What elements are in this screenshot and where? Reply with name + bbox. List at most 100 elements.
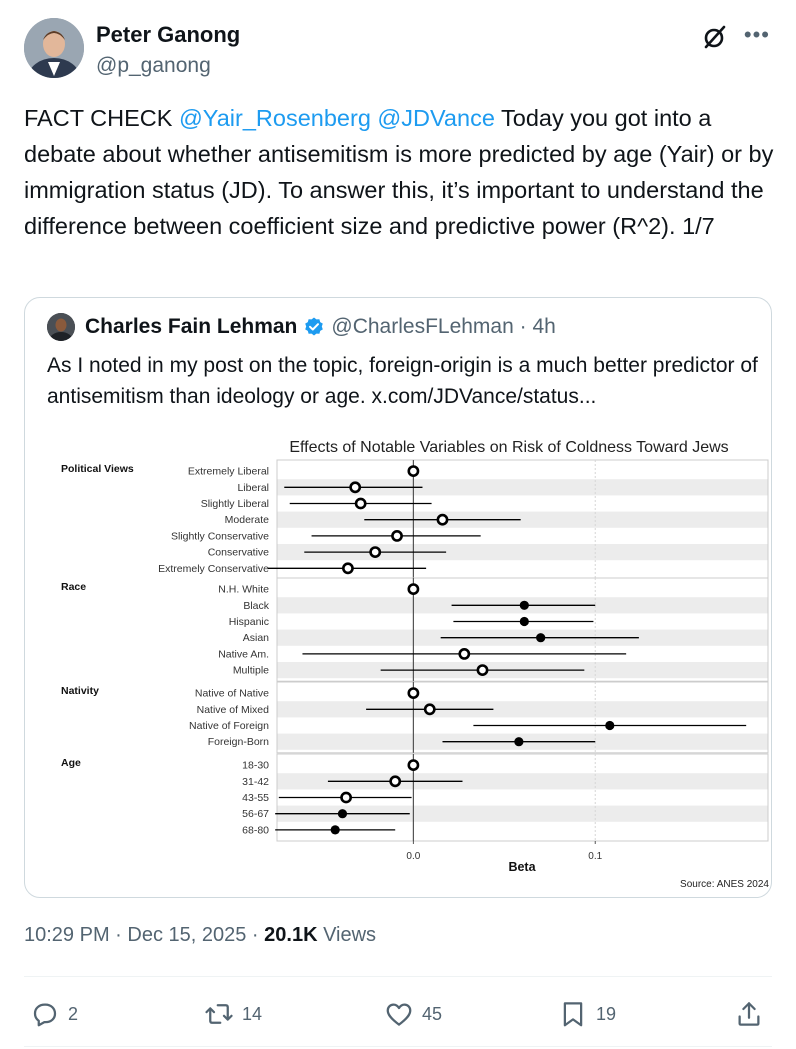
chart-panel-race: Race N.H. White Black Hispanic Asian Native A… [61, 577, 769, 682]
quote-author-handle: @CharlesFLehman · 4h [331, 315, 556, 338]
chart-point-open [407, 759, 420, 771]
heart-icon [386, 1003, 412, 1026]
repost-button[interactable]: 14 [204, 994, 262, 1034]
chart-stripe [277, 511, 768, 528]
chart-point-open [476, 664, 489, 676]
chart-row-label: Moderate [225, 514, 270, 526]
chart-row-label: Slightly Conservative [171, 530, 269, 542]
chart-point-filled [330, 825, 340, 835]
chart-row-label: Slightly Liberal [201, 498, 269, 510]
chart-stripe [277, 805, 768, 822]
share-icon [738, 1002, 760, 1026]
chart-point-filled [337, 809, 348, 819]
chart-point-filled [536, 633, 546, 643]
chart-stripe [277, 701, 768, 718]
chart-x-tick-label: 0.0 [406, 851, 420, 862]
author-avatar[interactable] [24, 18, 84, 78]
chart-point-open [458, 647, 471, 660]
chart-panel-political-views: Political Views Extremely Liberal Liberal S… [61, 459, 769, 580]
author-name[interactable]: Peter Ganong [96, 22, 241, 47]
tweet-meta: 10:29 PM · Dec 15, 2025 · 20.1K Views [24, 924, 376, 947]
coefficient-chart: Effects of Notable Variables on Risk of … [25, 424, 771, 897]
verified-badge-icon [305, 317, 324, 336]
reply-count: 2 [68, 1003, 79, 1024]
chart-row-label: 18-30 [242, 760, 269, 772]
author-handle[interactable]: @p_ganong [96, 54, 211, 77]
chart-panel-age: Age 18-30 31-42 43-55 56-67 68-80 [61, 753, 769, 842]
bookmark-icon [563, 1002, 583, 1027]
chart-row-label: 68-80 [242, 824, 269, 836]
chart-point-open [369, 546, 382, 559]
chart-row-label: Black [243, 600, 269, 612]
mention-jdvance[interactable]: @JDVance [377, 105, 495, 131]
tweet-header: Peter Ganong @p_ganong ••• [24, 16, 774, 80]
quote-header: Charles Fain Lehman @CharlesFLehman · 4h [47, 312, 556, 342]
bookmark-count: 19 [596, 1003, 617, 1024]
chart-x-tick-label: 0.1 [588, 851, 602, 862]
chart-stripe [277, 544, 768, 561]
quoted-tweet-card[interactable]: Charles Fain Lehman @CharlesFLehman · 4h… [24, 297, 772, 898]
chart-row-label: Extremely Liberal [188, 466, 269, 478]
divider-bottom [24, 1046, 772, 1047]
chart-row-label: 43-55 [242, 792, 269, 804]
like-button[interactable]: 45 [384, 994, 442, 1034]
chart-row-label: Native of Mixed [197, 704, 270, 716]
chart-row-label: Native of Native [195, 688, 269, 700]
mention-yair[interactable]: @Yair_Rosenberg [178, 105, 371, 131]
like-count: 45 [422, 1003, 443, 1024]
grok-icon[interactable] [702, 24, 728, 50]
action-bar: 2 14 45 19 [24, 994, 772, 1034]
bookmark-button[interactable]: 19 [558, 994, 616, 1034]
repost-icon [205, 1004, 233, 1024]
chart-point-open [407, 583, 420, 595]
chart-stripe [277, 773, 768, 790]
chart-group-label: Political Views [61, 463, 134, 475]
chart-svg: Effects of Notable Variables on Risk of … [61, 439, 769, 890]
chart-row-label: Asian [243, 632, 269, 644]
chart-group-label: Age [61, 757, 81, 769]
tweet-body: Today you got into a debate about whethe… [24, 105, 774, 239]
reply-button[interactable]: 2 [30, 994, 78, 1034]
reply-icon [33, 1003, 57, 1027]
chart-xlabel: Beta [508, 860, 536, 874]
chart-point-open [389, 775, 402, 788]
chart-row-label: Extremely Conservative [158, 563, 269, 575]
chart-point-open [340, 791, 353, 804]
chart-row-label: Foreign-Born [208, 736, 269, 748]
chart-point-filled [605, 720, 615, 731]
divider-top [24, 976, 772, 977]
quote-author-name: Charles Fain Lehman [85, 315, 298, 338]
repost-count: 14 [242, 1003, 263, 1024]
chart-group-label: Nativity [61, 685, 99, 697]
chart-panel-nativity: Nativity Native of Native Native of Mixed N… [61, 681, 769, 754]
chart-point-open [436, 513, 449, 526]
quote-avatar [47, 313, 75, 341]
chart-point-open [407, 687, 420, 699]
chart-row-label: 56-67 [242, 808, 269, 820]
chart-group-label: Race [61, 581, 86, 593]
chart-point-open [349, 481, 362, 494]
tweet-prefix: FACT CHECK [24, 105, 179, 131]
chart-point-filled [519, 616, 529, 627]
chart-title: Effects of Notable Variables on Risk of … [289, 439, 728, 456]
chart-stripe [277, 479, 768, 496]
chart-row-label: Liberal [237, 482, 269, 494]
chart-point-open [407, 465, 420, 477]
chart-row-label: 31-42 [242, 776, 269, 788]
more-options-icon[interactable]: ••• [743, 22, 770, 47]
chart-row-label: Native of Foreign [189, 720, 269, 732]
chart-row-label: Native Am. [218, 648, 269, 660]
tweet-timestamp[interactable]: 10:29 PM · Dec 15, 2025 · [24, 924, 265, 946]
chart-row-label: Multiple [233, 665, 269, 677]
share-button[interactable] [734, 994, 772, 1034]
views-label: Views [317, 924, 377, 946]
chart-row-label: Conservative [208, 547, 269, 559]
chart-row-label: Hispanic [229, 616, 269, 628]
chart-source: Source: ANES 2024 [680, 879, 769, 890]
chart-point-open [354, 497, 367, 510]
tweet-text: FACT CHECK @Yair_Rosenberg @JDVance Toda… [24, 100, 774, 244]
chart-point-open [423, 703, 436, 716]
chart-point-filled [519, 600, 529, 610]
chart-point-open [342, 562, 354, 575]
views-count: 20.1K [264, 924, 318, 946]
